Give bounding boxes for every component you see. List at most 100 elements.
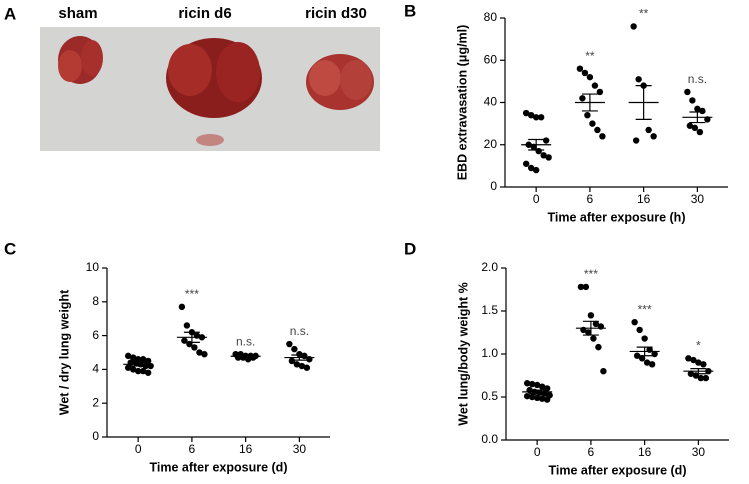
- data-point: [689, 97, 696, 104]
- data-point: [589, 120, 596, 127]
- significance-label: ***: [584, 267, 598, 281]
- data-point: [288, 357, 296, 365]
- data-point: [144, 357, 152, 365]
- y-tick-label: 80: [484, 10, 498, 24]
- data-point: [599, 133, 606, 140]
- data-point: [527, 111, 535, 119]
- panel-label: D: [404, 239, 416, 258]
- panel-label: C: [4, 239, 16, 258]
- data-point: [584, 111, 591, 119]
- sem-bar: [529, 389, 546, 395]
- sem-bar: [183, 331, 200, 343]
- sem-bar: [582, 320, 599, 336]
- data-point: [296, 350, 303, 358]
- data-point: [545, 154, 552, 161]
- data-point: [532, 114, 540, 121]
- y-tick-label: 0.0: [481, 432, 498, 446]
- data-point: [533, 381, 541, 389]
- y-tick-label: 60: [484, 52, 498, 66]
- data-point: [643, 359, 651, 366]
- data-point: [527, 164, 535, 172]
- data-point: [532, 166, 540, 174]
- x-tick-label: 6: [189, 442, 196, 456]
- data-point: [579, 95, 586, 102]
- data-point: [543, 396, 551, 403]
- data-point: [139, 367, 147, 375]
- sem-bar: [689, 111, 706, 124]
- y-tick-label: 2: [92, 395, 99, 409]
- data-point: [536, 389, 543, 396]
- sem-bar: [528, 138, 545, 151]
- data-point: [124, 364, 132, 371]
- data-point: [124, 352, 132, 360]
- data-point: [594, 126, 601, 134]
- data-point: [134, 367, 142, 375]
- significance-label: n.s.: [688, 72, 707, 86]
- x-tick-label: 6: [588, 445, 595, 459]
- y-tick-label: 40: [484, 95, 498, 109]
- significance-label: **: [639, 7, 649, 21]
- data-point: [632, 137, 640, 144]
- x-tick-label: 0: [135, 442, 142, 456]
- data-point: [591, 82, 599, 89]
- y-tick-label: 2.0: [481, 260, 498, 274]
- data-point: [533, 394, 541, 402]
- data-point: [690, 356, 697, 364]
- data-point: [201, 350, 208, 358]
- data-point: [129, 366, 137, 373]
- data-point: [695, 359, 702, 366]
- x-tick-label: 30: [691, 192, 705, 206]
- panel-label: B: [404, 1, 416, 20]
- sem-bar: [291, 354, 308, 361]
- data-point: [587, 312, 595, 319]
- data-point: [542, 137, 550, 144]
- x-tick-label: 0: [534, 445, 541, 459]
- data-point: [522, 109, 530, 117]
- y-tick-label: 0: [92, 429, 99, 443]
- data-point: [537, 114, 545, 121]
- data-point: [528, 393, 536, 401]
- significance-label: **: [585, 49, 595, 63]
- sem-bar: [690, 368, 707, 375]
- x-axis-title: Time after exposure (d): [548, 463, 686, 477]
- data-point: [641, 335, 648, 342]
- data-point: [645, 126, 652, 134]
- data-point: [129, 354, 137, 361]
- sem-bar: [130, 362, 147, 367]
- photo-caption: sham: [58, 5, 97, 22]
- data-point: [700, 361, 707, 368]
- lung-photo: [58, 36, 374, 146]
- sem-bar: [581, 93, 598, 112]
- data-point: [582, 283, 590, 291]
- data-point: [631, 318, 638, 326]
- x-tick-label: 16: [239, 442, 253, 456]
- data-point: [291, 345, 298, 353]
- data-point: [581, 69, 589, 77]
- data-point: [630, 23, 637, 30]
- data-point: [523, 392, 531, 400]
- data-point: [596, 88, 604, 96]
- significance-label: ***: [638, 302, 652, 316]
- data-point: [538, 383, 546, 390]
- data-point: [298, 362, 306, 370]
- data-point: [586, 73, 594, 81]
- data-point: [600, 368, 607, 375]
- y-tick-label: 8: [92, 294, 99, 308]
- x-tick-label: 6: [587, 192, 594, 206]
- sem-bar: [636, 346, 653, 357]
- data-point: [651, 350, 658, 358]
- data-point: [139, 356, 147, 363]
- significance-label: ***: [185, 287, 199, 301]
- data-point: [702, 374, 710, 382]
- y-axis-title: Wet lung/body weight %: [456, 282, 470, 426]
- data-point: [590, 335, 597, 342]
- data-point: [686, 122, 694, 129]
- x-tick-label: 0: [533, 192, 540, 206]
- y-tick-label: 1.0: [481, 346, 498, 360]
- data-point: [595, 343, 602, 351]
- y-tick-label: 1.5: [481, 303, 498, 317]
- data-point: [538, 395, 546, 402]
- photo-caption: ricin d30: [305, 5, 367, 22]
- y-tick-label: 10: [86, 260, 100, 274]
